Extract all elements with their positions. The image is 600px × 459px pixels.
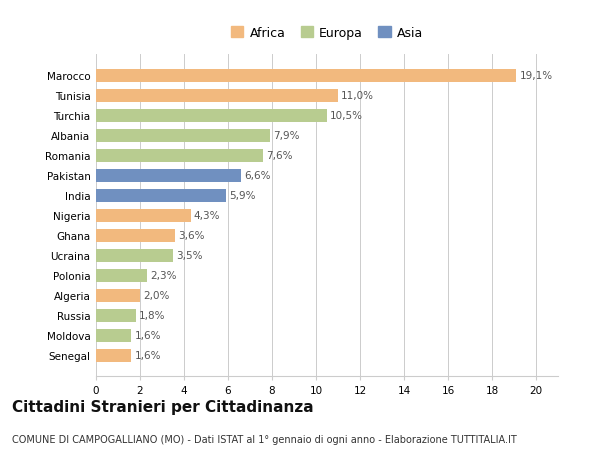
Bar [96, 110, 327, 123]
Text: 11,0%: 11,0% [341, 91, 374, 101]
Text: 3,6%: 3,6% [179, 231, 205, 241]
Text: 1,6%: 1,6% [134, 330, 161, 340]
Bar [96, 289, 140, 302]
Bar [96, 70, 516, 83]
Bar [96, 329, 131, 342]
Text: 7,6%: 7,6% [266, 151, 293, 161]
Bar [96, 90, 338, 102]
Text: 1,8%: 1,8% [139, 310, 166, 320]
Bar [96, 229, 175, 242]
Bar [96, 209, 191, 222]
Text: 4,3%: 4,3% [194, 211, 220, 221]
Text: 10,5%: 10,5% [331, 111, 364, 121]
Text: 2,3%: 2,3% [150, 270, 176, 280]
Legend: Africa, Europa, Asia: Africa, Europa, Asia [227, 23, 427, 43]
Text: 7,9%: 7,9% [273, 131, 299, 141]
Text: 19,1%: 19,1% [520, 71, 553, 81]
Bar [96, 129, 270, 142]
Text: 2,0%: 2,0% [143, 291, 170, 301]
Bar [96, 150, 263, 162]
Text: 5,9%: 5,9% [229, 191, 256, 201]
Bar [96, 269, 146, 282]
Bar [96, 189, 226, 202]
Text: COMUNE DI CAMPOGALLIANO (MO) - Dati ISTAT al 1° gennaio di ogni anno - Elaborazi: COMUNE DI CAMPOGALLIANO (MO) - Dati ISTA… [12, 434, 517, 444]
Bar [96, 249, 173, 262]
Text: 1,6%: 1,6% [134, 350, 161, 360]
Bar [96, 309, 136, 322]
Text: Cittadini Stranieri per Cittadinanza: Cittadini Stranieri per Cittadinanza [12, 399, 314, 414]
Text: 6,6%: 6,6% [245, 171, 271, 181]
Text: 3,5%: 3,5% [176, 251, 203, 261]
Bar [96, 349, 131, 362]
Bar [96, 169, 241, 182]
